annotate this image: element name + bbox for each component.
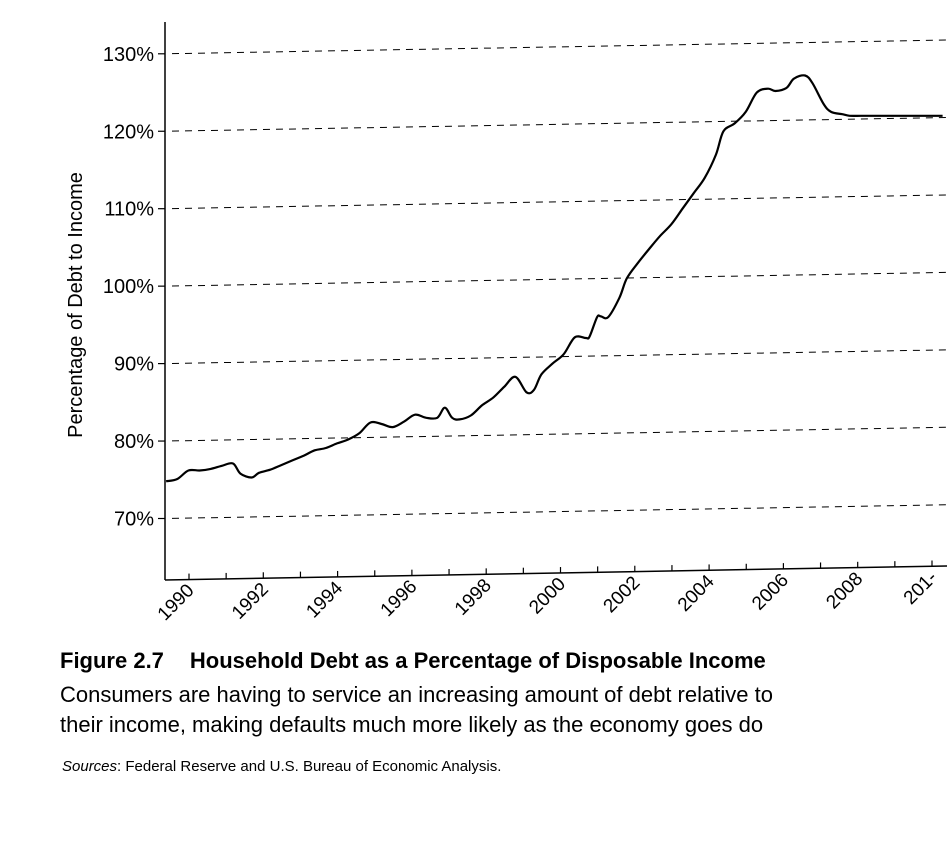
sources-line: Sources: Federal Reserve and U.S. Bureau… (62, 758, 501, 775)
y-ticks: 70% 80% 90% 100% 110% 120% 130% (103, 44, 165, 531)
x-tick-label: 2008 (822, 568, 867, 613)
y-tick-label: 110% (104, 199, 154, 221)
y-tick-label: 70% (114, 509, 154, 531)
y-axis-label: Percentage of Debt to Income (65, 172, 87, 438)
x-tick-label: 2000 (525, 574, 570, 619)
figure-title-text: Household Debt as a Percentage of Dispos… (189, 648, 766, 673)
caption-line-1: Consumers are having to service an incre… (60, 682, 773, 707)
x-tick-label: 1996 (377, 576, 422, 621)
series-line (165, 74, 943, 483)
caption-line-2: their income, making defaults much more … (60, 712, 764, 737)
y-tick-label: 130% (103, 44, 154, 66)
x-ticks: 1990 1992 1994 1996 1998 2000 2002 2004 2006 2008… (154, 560, 942, 625)
x-axis-line (164, 565, 947, 581)
x-tick-label: 1998 (451, 575, 496, 620)
x-tick-label: 201- (900, 567, 942, 609)
figure-title: Figure 2.7 Household Debt as a Percentage… (60, 648, 766, 674)
figure-caption: Consumers are having to service an incre… (60, 680, 940, 740)
debt-chart: 70%80%90%100%110%120%130% 1990 1992 1994 19… (65, 22, 947, 625)
gridline (171, 116, 947, 132)
gridline (171, 39, 947, 55)
gridline (171, 426, 947, 442)
axes (164, 22, 947, 581)
y-tick-label: 80% (114, 431, 154, 453)
gridline (171, 349, 947, 364)
y-tick-label: 90% (114, 354, 154, 376)
figure-number: Figure 2.7 (60, 648, 164, 673)
sources-label: Sources (62, 758, 118, 775)
gridline (171, 271, 947, 287)
x-tick-label: 1994 (302, 577, 347, 622)
y-tick-label: 120% (103, 121, 154, 143)
x-tick-label: 2006 (748, 570, 793, 615)
x-tick-label: 1992 (228, 579, 273, 624)
x-tick-label: 1990 (154, 580, 199, 625)
gridline (171, 504, 947, 519)
sources-text: : Federal Reserve and U.S. Bureau of Eco… (117, 758, 502, 775)
x-tick-label: 2002 (600, 572, 645, 617)
x-tick-label: 2004 (674, 571, 719, 616)
gridline (171, 194, 947, 210)
y-tick-label: 100% (103, 276, 154, 298)
